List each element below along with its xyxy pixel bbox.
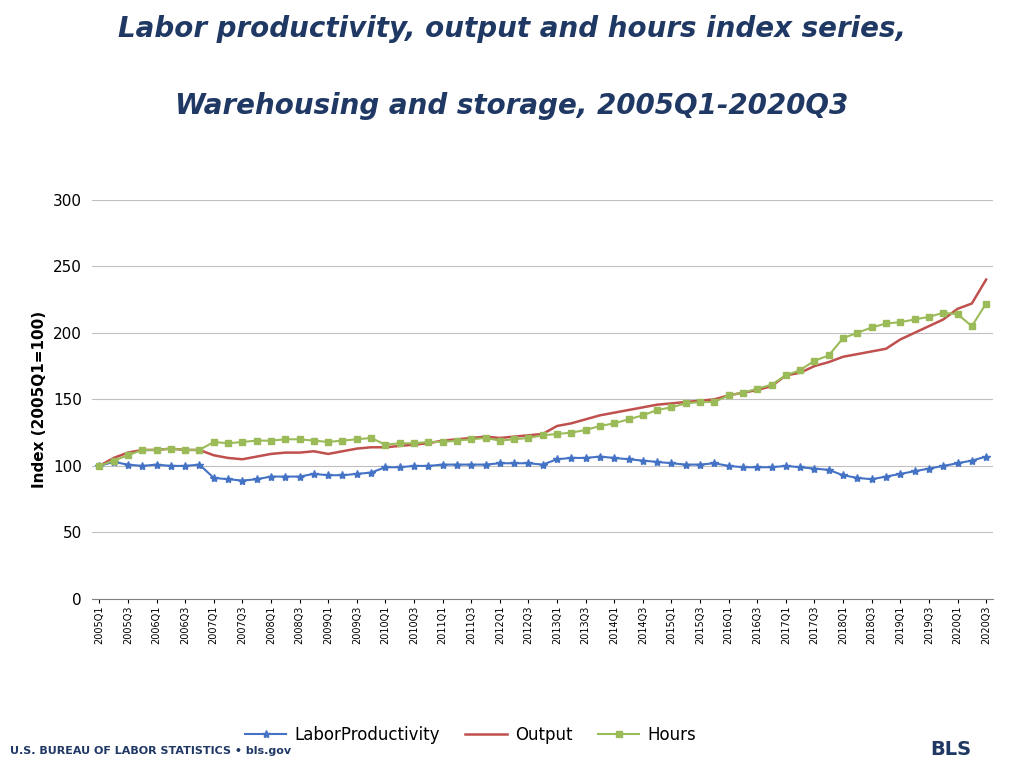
Hours <box>966 322 978 331</box>
Hours <box>537 431 549 440</box>
Hours <box>336 436 348 445</box>
Line: Hours: Hours <box>96 301 989 468</box>
LaborProductivity <box>350 469 362 478</box>
Output <box>709 395 721 404</box>
LaborProductivity <box>237 476 249 485</box>
Legend: LaborProductivity, Output, Hours: LaborProductivity, Output, Hours <box>239 719 703 750</box>
LaborProductivity <box>551 455 563 464</box>
LaborProductivity <box>980 452 992 462</box>
Output <box>508 432 520 442</box>
LaborProductivity <box>522 458 535 468</box>
Text: U.S. BUREAU OF LABOR STATISTICS • bls.gov: U.S. BUREAU OF LABOR STATISTICS • bls.go… <box>10 746 292 756</box>
LaborProductivity <box>93 462 105 471</box>
Line: Output: Output <box>99 280 986 466</box>
Output <box>966 299 978 308</box>
Text: BLS: BLS <box>930 740 971 759</box>
Output <box>93 462 105 471</box>
LaborProductivity <box>594 452 606 462</box>
Output <box>980 275 992 284</box>
Line: LaborProductivity: LaborProductivity <box>95 452 990 485</box>
Hours <box>93 462 105 471</box>
Text: Labor productivity, output and hours index series,: Labor productivity, output and hours ind… <box>118 15 906 43</box>
Y-axis label: Index (2005Q1=100): Index (2005Q1=100) <box>32 311 47 488</box>
Hours <box>508 435 520 444</box>
Output <box>365 442 377 452</box>
Hours <box>365 433 377 442</box>
Output <box>537 429 549 439</box>
LaborProductivity <box>379 462 391 472</box>
LaborProductivity <box>737 462 750 472</box>
Hours <box>980 299 992 308</box>
Text: Warehousing and storage, 2005Q1-2020Q3: Warehousing and storage, 2005Q1-2020Q3 <box>175 92 849 120</box>
Output <box>336 447 348 456</box>
LaborProductivity <box>966 456 978 465</box>
Hours <box>709 397 721 406</box>
